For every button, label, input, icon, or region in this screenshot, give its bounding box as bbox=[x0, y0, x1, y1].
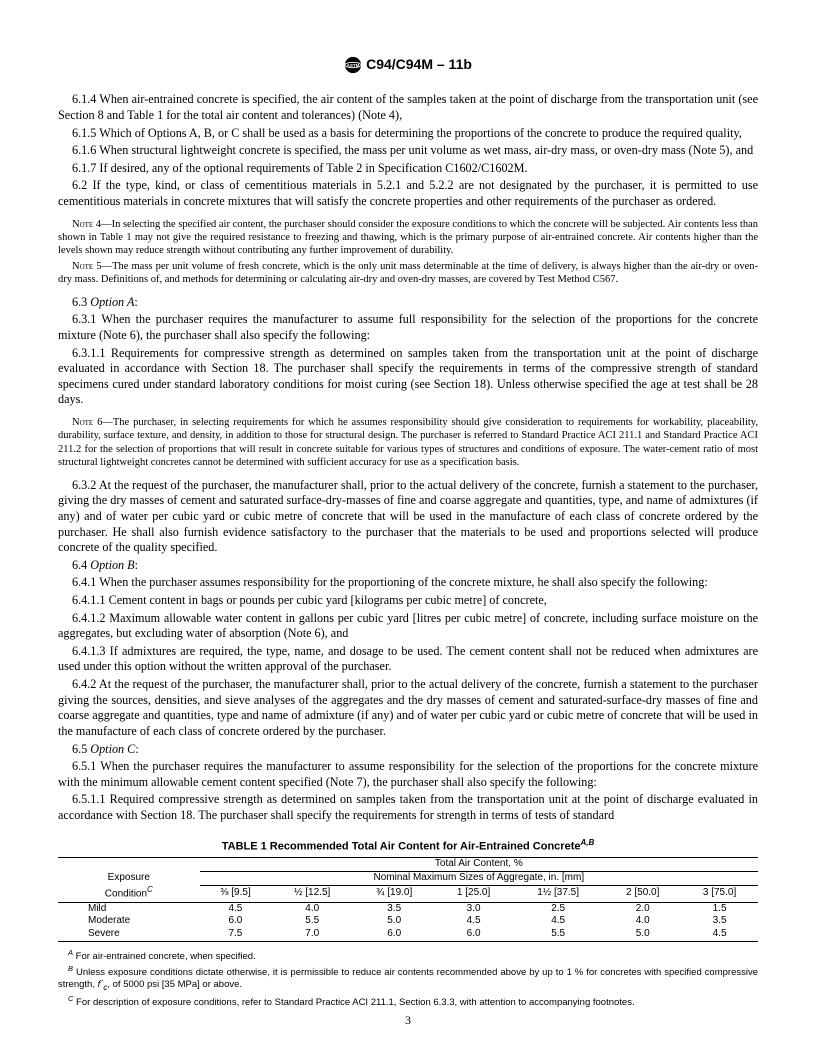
note-5-lead: Note bbox=[72, 261, 93, 272]
table-header-nominal: Nominal Maximum Sizes of Aggregate, in. … bbox=[200, 872, 758, 886]
footnote-c: C For description of exposure conditions… bbox=[58, 994, 758, 1009]
para-6-3-1-1: 6.3.1.1 Requirements for compressive str… bbox=[58, 346, 758, 408]
table-header-total: Total Air Content, % bbox=[200, 858, 758, 872]
svg-text:ASTM: ASTM bbox=[347, 63, 360, 68]
col-4: 1½ [37.5] bbox=[512, 885, 604, 902]
para-6-1-7: 6.1.7 If desired, any of the optional re… bbox=[58, 161, 758, 177]
heading-6-4: 6.4 Option B: bbox=[58, 558, 758, 574]
col-3: 1 [25.0] bbox=[435, 885, 512, 902]
para-6-1-4: 6.1.4 When air-entrained concrete is spe… bbox=[58, 92, 758, 123]
table-exposure-label-1: Exposure bbox=[58, 872, 200, 886]
note-4: Note 4—In selecting the specified air co… bbox=[58, 218, 758, 258]
col-5: 2 [50.0] bbox=[604, 885, 681, 902]
para-6-1-6: 6.1.6 When structural lightweight concre… bbox=[58, 143, 758, 159]
note-6: Note 6—The purchaser, in selecting requi… bbox=[58, 416, 758, 470]
heading-6-5: 6.5 Option C: bbox=[58, 742, 758, 758]
para-6-3-2: 6.3.2 At the request of the purchaser, t… bbox=[58, 478, 758, 556]
col-0: ⅜ [9.5] bbox=[200, 885, 272, 902]
col-1: ½ [12.5] bbox=[271, 885, 353, 902]
para-6-4-1: 6.4.1 When the purchaser assumes respons… bbox=[58, 575, 758, 591]
para-6-5-1: 6.5.1 When the purchaser requires the ma… bbox=[58, 759, 758, 790]
table-1-title: TABLE 1 Recommended Total Air Content fo… bbox=[58, 838, 758, 854]
footnote-b: B Unless exposure conditions dictate oth… bbox=[58, 964, 758, 993]
page-header: ASTM C94/C94M – 11b bbox=[58, 56, 758, 74]
footnote-a: A For air-entrained concrete, when speci… bbox=[58, 948, 758, 963]
para-6-4-2: 6.4.2 At the request of the purchaser, t… bbox=[58, 677, 758, 739]
table-1: Total Air Content, % Exposure Nominal Ma… bbox=[58, 857, 758, 942]
astm-logo-icon: ASTM bbox=[344, 56, 362, 74]
para-6-5-1-1: 6.5.1.1 Required compressive strength as… bbox=[58, 792, 758, 823]
para-6-4-1-3: 6.4.1.3 If admixtures are required, the … bbox=[58, 644, 758, 675]
row-moderate-name: Moderate bbox=[58, 915, 200, 928]
designation: C94/C94M – 11b bbox=[366, 56, 472, 72]
heading-6-3: 6.3 Option A: bbox=[58, 295, 758, 311]
table-1-footnotes: A For air-entrained concrete, when speci… bbox=[58, 948, 758, 1009]
note-5: Note 5—The mass per unit volume of fresh… bbox=[58, 260, 758, 287]
row-mild-name: Mild bbox=[58, 902, 200, 915]
table-exposure-label-2: ConditionC bbox=[58, 885, 200, 902]
row-severe-name: Severe bbox=[58, 928, 200, 941]
page-number: 3 bbox=[0, 1013, 816, 1028]
para-6-4-1-1: 6.4.1.1 Cement content in bags or pounds… bbox=[58, 593, 758, 609]
para-6-2: 6.2 If the type, kind, or class of cemen… bbox=[58, 178, 758, 209]
note-6-lead: Note bbox=[72, 417, 93, 428]
col-6: 3 [75.0] bbox=[681, 885, 758, 902]
note-4-lead: Note bbox=[72, 219, 93, 230]
para-6-1-5: 6.1.5 Which of Options A, B, or C shall … bbox=[58, 126, 758, 142]
col-2: ¾ [19.0] bbox=[353, 885, 435, 902]
para-6-3-1: 6.3.1 When the purchaser requires the ma… bbox=[58, 312, 758, 343]
para-6-4-1-2: 6.4.1.2 Maximum allowable water content … bbox=[58, 611, 758, 642]
